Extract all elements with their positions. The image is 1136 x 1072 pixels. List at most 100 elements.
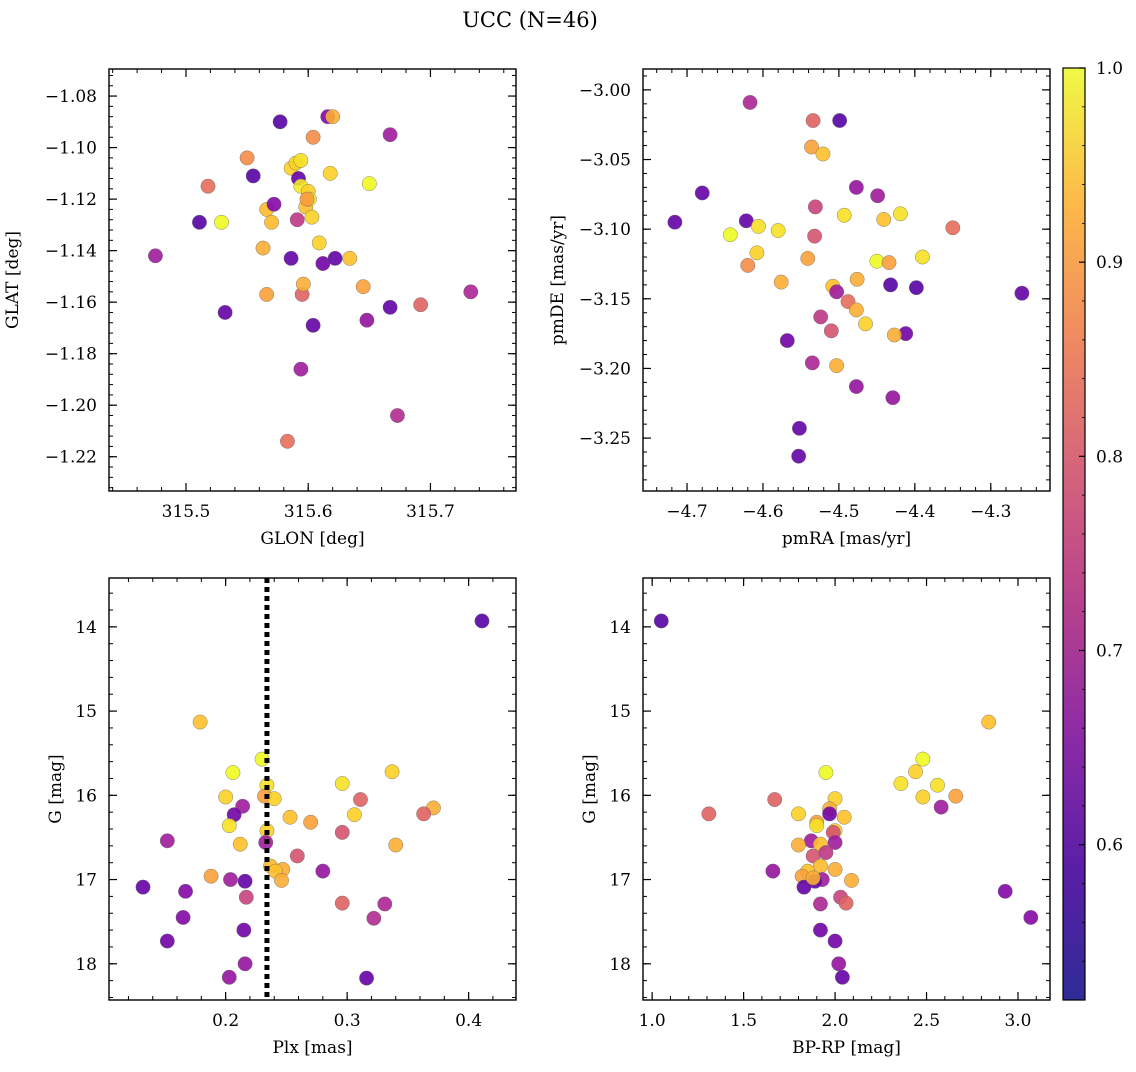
data-point	[463, 284, 479, 300]
data-point	[311, 235, 327, 251]
y-tick-label: −1.20	[45, 396, 97, 416]
y-tick-label: 15	[75, 702, 97, 722]
data-point	[221, 818, 237, 834]
data-point	[283, 250, 299, 266]
data-point	[893, 776, 909, 791]
panel-bprp-g: 1.0 1.5 2.0 2.5 3.0 14 15 16 17 18 BP-RP [mag] G [m…	[580, 577, 1051, 1058]
data-point	[377, 896, 393, 912]
data-point	[770, 223, 786, 238]
data-point	[881, 255, 897, 270]
x-tick-label: 2.0	[822, 1011, 849, 1031]
data-point	[192, 214, 207, 230]
data-point	[807, 228, 823, 244]
data-point	[413, 297, 429, 313]
data-point	[740, 257, 756, 273]
data-point	[359, 970, 374, 986]
data-point	[218, 789, 234, 805]
data-point	[832, 113, 848, 128]
data-point	[1023, 910, 1039, 925]
data-point	[361, 176, 377, 192]
data-point	[807, 199, 823, 215]
data-point	[813, 309, 829, 325]
colorbar-tick-label: 0.9	[1096, 253, 1123, 273]
data-point	[792, 420, 807, 436]
data-point	[325, 109, 341, 125]
data-point	[779, 333, 795, 348]
data-point	[831, 956, 847, 972]
data-point	[829, 358, 845, 374]
data-point	[232, 836, 248, 852]
data-point	[818, 765, 834, 780]
data-point	[382, 127, 398, 143]
data-point	[827, 862, 843, 877]
data-point	[303, 814, 319, 830]
data-point	[804, 139, 819, 155]
data-point	[280, 433, 295, 449]
data-point	[848, 179, 864, 195]
data-point	[838, 895, 854, 911]
y-axis-label: GLAT [deg]	[3, 231, 23, 329]
data-point	[245, 168, 261, 184]
data-point	[239, 150, 255, 166]
data-point	[159, 833, 175, 849]
y-tick-label: −3.05	[579, 151, 631, 171]
y-axis-label: G [mag]	[46, 754, 66, 823]
data-point	[981, 714, 997, 730]
data-point	[192, 714, 208, 730]
y-tick-label: −3.15	[579, 290, 631, 310]
data-point	[366, 910, 382, 926]
data-point	[933, 799, 949, 815]
data-point	[203, 868, 219, 884]
data-point	[805, 113, 821, 128]
data-point	[305, 317, 321, 333]
data-point	[915, 249, 930, 265]
data-point	[813, 896, 828, 912]
x-tick-label: 315.7	[406, 502, 455, 522]
data-point	[751, 218, 766, 234]
data-point	[293, 153, 309, 168]
plot-area	[643, 69, 1050, 491]
data-point	[217, 305, 233, 320]
data-point	[791, 837, 806, 853]
data-point	[214, 214, 229, 230]
y-tick-label: −3.20	[579, 359, 631, 379]
x-tick-label: −4.3	[970, 502, 1011, 522]
data-point	[342, 250, 358, 266]
data-point	[334, 776, 350, 791]
y-tick-label: −1.16	[45, 293, 97, 313]
data-point	[805, 870, 821, 886]
data-point	[223, 872, 238, 887]
data-point	[1014, 285, 1030, 301]
y-tick-label: −3.25	[579, 429, 631, 449]
data-point	[299, 191, 315, 207]
panel-plx-g: 0.2 0.3 0.4 14 15 16 17 18 Plx [mas] G [mag]	[46, 577, 517, 1058]
data-point	[255, 240, 271, 256]
x-axis-label: Plx [mas]	[272, 1038, 352, 1058]
data-point	[722, 227, 738, 243]
data-point	[237, 956, 253, 972]
data-point	[304, 209, 320, 225]
data-point	[791, 448, 807, 464]
data-point	[767, 792, 783, 807]
data-point	[322, 165, 338, 181]
data-point	[876, 212, 892, 227]
data-point	[474, 613, 490, 629]
data-point	[849, 271, 865, 287]
data-point	[178, 883, 193, 899]
x-tick-label: −4.6	[742, 502, 783, 522]
x-axis-label: GLON [deg]	[260, 529, 364, 549]
data-point	[221, 969, 237, 985]
data-point	[416, 806, 432, 822]
plot-frame	[642, 68, 1051, 492]
data-point	[848, 302, 864, 318]
data-point	[836, 809, 852, 825]
data-point	[915, 789, 931, 805]
data-point	[822, 806, 837, 822]
y-tick-label: 18	[75, 955, 97, 975]
data-point	[334, 824, 350, 840]
data-point	[135, 879, 151, 895]
y-tick-label: −1.14	[45, 242, 97, 262]
data-point	[225, 765, 241, 780]
data-point	[915, 751, 931, 767]
